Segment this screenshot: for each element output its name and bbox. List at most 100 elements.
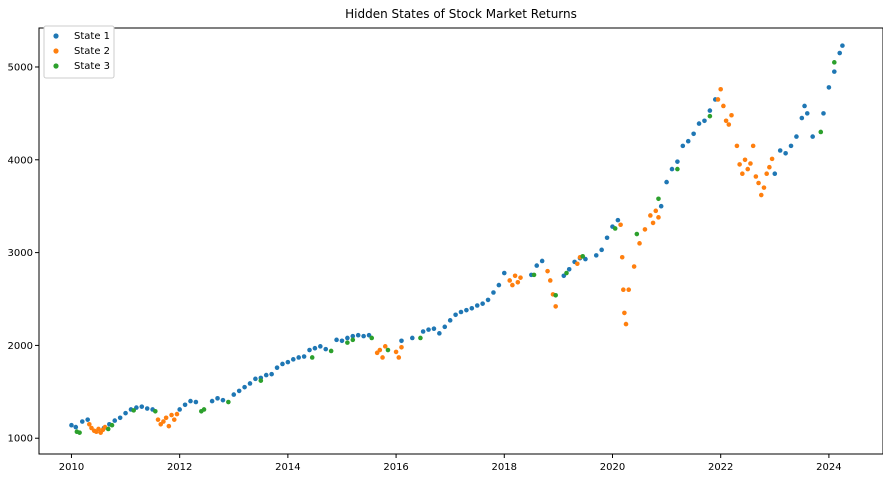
data-point xyxy=(748,161,753,166)
data-point xyxy=(73,424,79,430)
data-point xyxy=(296,355,301,360)
data-point xyxy=(566,267,572,272)
data-point xyxy=(756,180,761,186)
data-point xyxy=(777,148,783,153)
data-point xyxy=(832,60,837,65)
data-point xyxy=(691,131,696,137)
x-tick-label: 2010 xyxy=(59,462,84,473)
data-point xyxy=(685,138,691,144)
data-point xyxy=(518,275,523,280)
data-point xyxy=(431,326,437,332)
data-point xyxy=(426,327,431,332)
data-point xyxy=(226,399,231,405)
data-point xyxy=(512,273,518,279)
data-point xyxy=(804,111,810,116)
data-point xyxy=(715,97,721,102)
series-state-1 xyxy=(69,43,845,431)
data-point xyxy=(201,407,207,412)
data-point xyxy=(612,226,618,231)
data-point xyxy=(783,150,788,156)
data-point xyxy=(420,329,426,334)
data-point xyxy=(182,402,188,408)
data-point xyxy=(799,115,805,121)
y-tick-label: 5000 xyxy=(8,62,33,73)
data-point xyxy=(87,422,92,427)
data-point xyxy=(707,113,713,119)
data-point xyxy=(631,264,637,269)
data-point xyxy=(79,419,85,424)
series-state-2 xyxy=(87,86,775,435)
data-point xyxy=(750,143,756,149)
legend: State 1 State 2 State 3 xyxy=(43,25,115,79)
data-point xyxy=(163,415,169,421)
data-point xyxy=(767,164,772,170)
data-point xyxy=(258,378,264,383)
legend-label-state-2: State 2 xyxy=(74,46,110,57)
data-point xyxy=(380,355,385,360)
data-point xyxy=(285,359,291,365)
legend-label-state-1: State 1 xyxy=(74,31,110,42)
data-point xyxy=(840,43,845,48)
data-point xyxy=(707,108,713,113)
y-axis: 1000 2000 3000 4000 5000 xyxy=(8,62,39,445)
data-point xyxy=(171,417,177,422)
data-point xyxy=(615,217,621,223)
data-point xyxy=(531,272,537,278)
data-point xyxy=(301,354,307,359)
data-point xyxy=(553,304,558,309)
data-point xyxy=(274,365,280,370)
y-tick-label: 2000 xyxy=(8,341,33,352)
data-point xyxy=(236,388,242,394)
data-point xyxy=(131,408,136,413)
y-tick-label: 3000 xyxy=(8,248,33,259)
data-point xyxy=(393,349,399,355)
data-point xyxy=(553,292,558,298)
data-point xyxy=(188,398,193,404)
data-point xyxy=(153,409,158,414)
data-point xyxy=(345,335,350,341)
data-point xyxy=(399,344,404,350)
data-point xyxy=(818,129,824,135)
data-point xyxy=(599,247,604,253)
data-point xyxy=(618,222,623,228)
data-point xyxy=(619,254,625,260)
data-point xyxy=(437,331,442,336)
data-point xyxy=(593,253,599,258)
data-point xyxy=(464,307,469,313)
data-point xyxy=(721,103,726,109)
data-point xyxy=(155,417,161,422)
data-point xyxy=(515,280,521,285)
y-tick-label: 1000 xyxy=(8,434,33,445)
data-point xyxy=(177,407,182,412)
data-point xyxy=(634,231,640,237)
data-point xyxy=(723,118,729,124)
data-point xyxy=(382,344,388,349)
data-point xyxy=(350,333,356,339)
data-point xyxy=(334,337,339,343)
data-point xyxy=(832,69,837,74)
data-point xyxy=(496,282,502,288)
data-point xyxy=(69,422,74,428)
data-point xyxy=(575,261,580,267)
data-point xyxy=(764,171,769,177)
data-point xyxy=(231,392,237,397)
data-point xyxy=(745,166,751,172)
legend-marker-state-3 xyxy=(53,63,59,69)
data-point xyxy=(166,423,172,429)
data-point xyxy=(653,208,659,214)
data-point xyxy=(753,174,759,179)
data-point xyxy=(510,282,515,288)
data-point xyxy=(788,143,794,149)
data-point xyxy=(718,86,723,92)
data-point xyxy=(474,303,480,308)
data-point xyxy=(123,410,128,416)
data-point xyxy=(220,397,226,403)
data-point xyxy=(385,347,391,353)
x-tick-label: 2014 xyxy=(275,462,300,473)
data-point xyxy=(263,372,269,378)
data-point xyxy=(501,270,507,276)
data-point xyxy=(396,355,402,360)
data-point xyxy=(650,220,656,226)
data-point xyxy=(539,258,545,264)
data-point xyxy=(309,355,315,360)
